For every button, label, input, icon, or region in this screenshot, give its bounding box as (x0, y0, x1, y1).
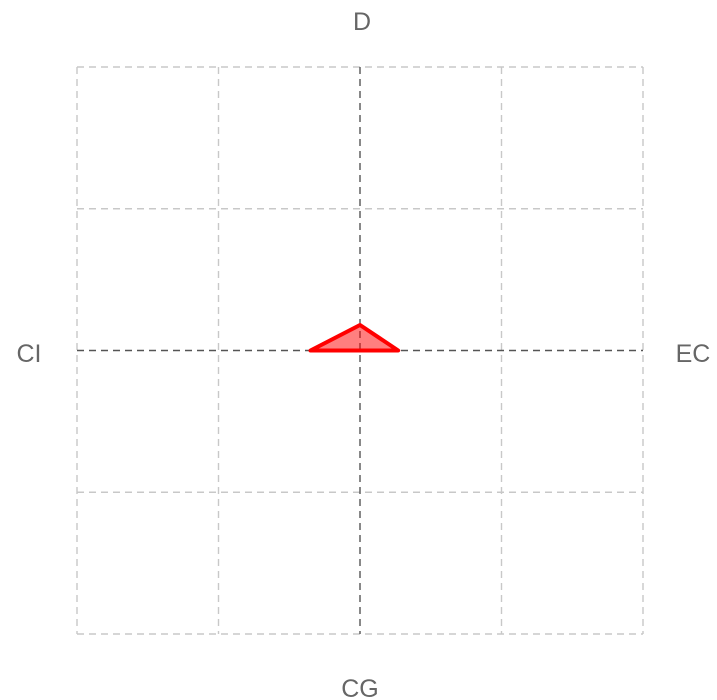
axis-label-top: D (353, 8, 371, 36)
data-marks (308, 323, 401, 353)
data-polygon (308, 323, 401, 353)
grid (76, 66, 644, 635)
axis-label-right: EC (676, 340, 711, 368)
axis-label-bottom: CG (341, 675, 379, 700)
axis-label-left: CI (17, 340, 42, 368)
